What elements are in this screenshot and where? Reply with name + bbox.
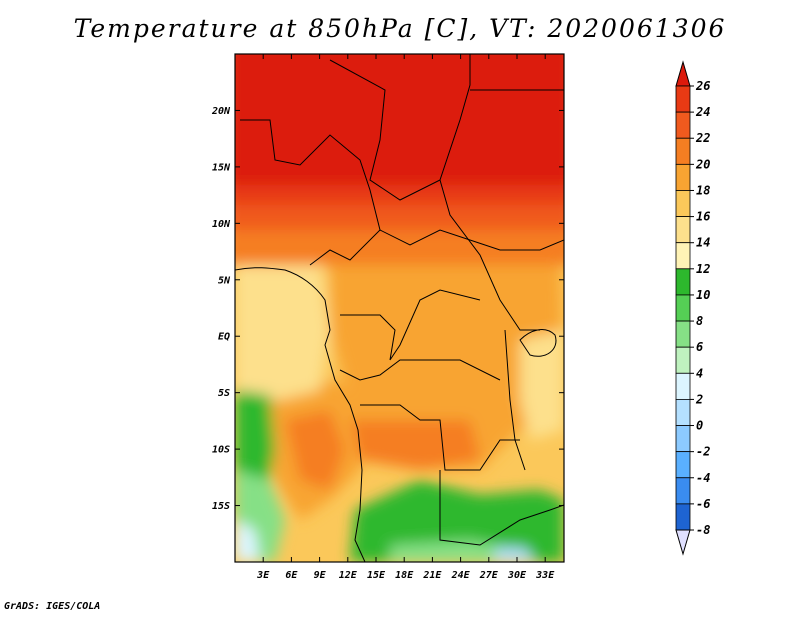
zambia-core <box>350 420 480 470</box>
lon-tick-label: 15E <box>367 570 386 581</box>
colorbar-label: -8 <box>696 523 710 537</box>
colorbar-segment <box>675 320 691 348</box>
gulf-cool <box>235 260 330 400</box>
colorbar-segment <box>675 190 691 217</box>
colorbar-segment <box>675 399 691 426</box>
temperature-field <box>235 54 564 562</box>
colorbar-segment <box>675 425 691 453</box>
grads-credit: GrADS: IGES/COLA <box>4 601 101 612</box>
lat-tick-label: 15N <box>212 162 231 173</box>
colorbar-label: 22 <box>695 131 710 145</box>
colorbar-segment <box>675 242 691 270</box>
colorbar-label: 16 <box>696 210 710 224</box>
sw-corner <box>235 520 260 562</box>
lon-tick-label: 12E <box>339 570 358 581</box>
boundaries <box>235 54 564 562</box>
colorbar-segment <box>675 85 691 113</box>
colorbar-segment <box>675 294 691 322</box>
angola-core <box>285 410 345 490</box>
colorbar-label: 12 <box>696 262 710 276</box>
colorbar-segment <box>675 503 691 531</box>
lake-tanganyika <box>504 329 526 471</box>
colorbar-segment <box>675 268 691 296</box>
lon-tick-label: 6E <box>285 570 298 581</box>
colorbar-segment <box>675 216 691 244</box>
lon-tick-label: 21E <box>422 570 442 581</box>
colorbar-label: -6 <box>696 497 710 511</box>
longitude-axis: 3E 6E 9E 12E 15E 18E 21E 24E 27E 30E 33E <box>256 54 555 581</box>
lon-tick-label: 3E <box>256 570 270 581</box>
lon-tick-label: 18E <box>395 570 414 581</box>
lon-tick-label: 30E <box>507 570 527 581</box>
lat-tick-label: 20N <box>211 106 231 117</box>
border-north-central <box>329 54 471 201</box>
band-26 <box>235 54 564 185</box>
border-south <box>439 470 564 546</box>
border-drc-south <box>339 359 501 381</box>
colorbar-label: -4 <box>696 471 710 485</box>
colorbar-label: 0 <box>696 419 703 433</box>
lat-tick-label: 15S <box>212 501 230 512</box>
lat-tick-label: 10S <box>212 445 230 456</box>
field-shading <box>235 54 564 562</box>
colorbar-label: 10 <box>696 288 710 302</box>
colorbar-segment <box>675 451 691 479</box>
colorbar-label: 14 <box>696 236 710 250</box>
border-car <box>379 229 564 251</box>
map-frame <box>234 53 565 563</box>
band-20 <box>235 225 564 265</box>
border-sudan <box>439 179 540 331</box>
colorbar-label: 18 <box>696 183 710 197</box>
colorbar-segment <box>675 163 691 191</box>
colorbar-label: -2 <box>696 445 710 459</box>
colorbar-segment <box>675 477 691 505</box>
border-north-west <box>240 119 381 266</box>
latitude-axis: 20N 15N 10N 5N EQ 5S 10S 15S <box>211 106 564 512</box>
colorbar-segment <box>675 346 691 374</box>
colorbar-label: 26 <box>695 79 710 93</box>
colorbar-segment <box>675 111 691 139</box>
coastline-west <box>235 267 366 562</box>
lon-tick-label: 27E <box>479 570 499 581</box>
lat-tick-label: 5N <box>218 275 231 286</box>
southern-coldest <box>495 548 535 562</box>
border-congo <box>340 289 481 361</box>
map-title: Temperature at 850hPa [C], VT: 202006130… <box>73 14 727 43</box>
colorbar-label: 20 <box>695 157 710 171</box>
colorbar-max-triangle <box>675 60 691 87</box>
colorbar-label: 2 <box>695 392 703 406</box>
southern-cooler <box>390 540 520 562</box>
lake-victoria <box>519 329 557 357</box>
lon-tick-label: 9E <box>314 570 327 581</box>
eastafrica-cool <box>520 330 564 440</box>
colorbar-label: 4 <box>696 366 703 380</box>
lat-tick-label: EQ <box>218 332 230 343</box>
colorbar-label: 6 <box>696 340 703 354</box>
colorbar-min-triangle <box>675 529 691 556</box>
colorbar-segment <box>675 137 691 165</box>
lat-tick-label: 10N <box>212 219 231 230</box>
southern-cool <box>350 480 564 562</box>
colorbar-label: 8 <box>696 314 703 328</box>
lon-tick-label: 33E <box>535 570 555 581</box>
colorbar-segment <box>675 372 691 400</box>
lat-tick-label: 5S <box>218 388 230 399</box>
border-angola-zambia <box>360 404 520 471</box>
colorbar-label: 24 <box>695 105 710 119</box>
lon-tick-label: 24E <box>451 570 471 581</box>
